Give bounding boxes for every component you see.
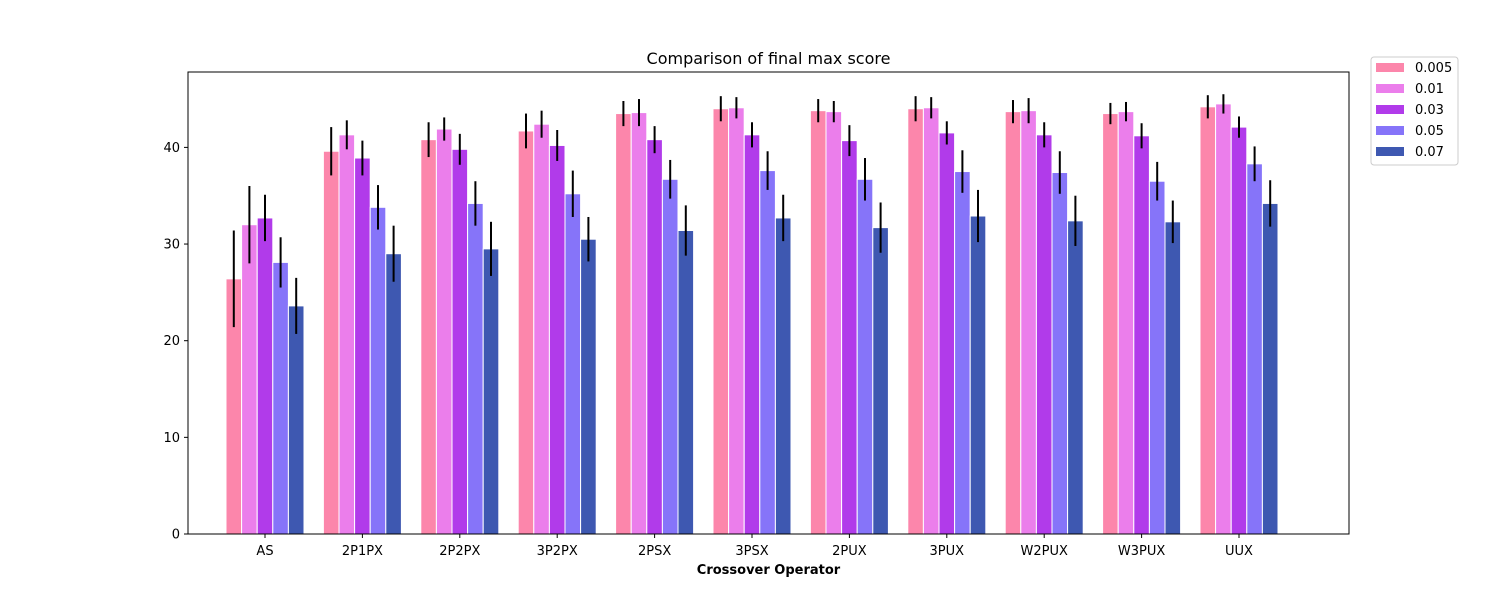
bar-3P2PX-0.05 [564, 193, 582, 535]
legend-label-0.01: 0.01 [1415, 82, 1444, 97]
x-tick-label: 2PUX [832, 544, 867, 559]
bar-2PSX-0.03 [646, 139, 663, 535]
bar-UUX-0.005 [1199, 106, 1217, 535]
bar-2P2PX-0.01 [435, 128, 453, 535]
bar-2P1PX-0.03 [354, 157, 371, 535]
bar-UUX-0.03 [1230, 126, 1248, 535]
bar-W3PUX-0.01 [1117, 111, 1135, 535]
bar-W3PUX-0.07 [1164, 221, 1182, 535]
bar-2P1PX-0.005 [322, 150, 340, 535]
bar-3PUX-0.01 [922, 107, 940, 535]
bar-series-group [225, 103, 1279, 535]
bar-2PUX-0.01 [825, 111, 843, 535]
bar-AS-0.03 [256, 217, 274, 535]
bar-W3PUX-0.03 [1133, 135, 1150, 535]
bar-W2PUX-0.03 [1035, 134, 1053, 535]
bar-3P2PX-0.01 [533, 123, 550, 535]
bar-W3PUX-0.005 [1102, 113, 1119, 535]
y-tick-label: 10 [163, 431, 180, 446]
y-tick-label: 40 [163, 141, 180, 156]
bar-2PUX-0.03 [841, 140, 858, 535]
legend-label-0.005: 0.005 [1415, 61, 1452, 76]
bar-UUX-0.05 [1246, 163, 1263, 535]
bar-3PSX-0.03 [743, 134, 761, 535]
x-tick-label: UUX [1225, 544, 1253, 559]
x-tick-label: W3PUX [1118, 544, 1165, 559]
bar-AS-0.05 [272, 261, 289, 535]
bar-2PUX-0.05 [856, 178, 874, 535]
bar-3PUX-0.03 [938, 132, 956, 535]
legend-swatch-0.01 [1376, 84, 1404, 93]
bar-2PUX-0.07 [872, 227, 889, 535]
y-tick-label: 30 [163, 238, 180, 253]
x-tick-label: 3PSX [735, 544, 768, 559]
bar-AS-0.07 [287, 305, 305, 535]
bar-3PSX-0.01 [728, 107, 745, 535]
bar-3PSX-0.005 [712, 108, 730, 535]
x-tick-label: 2PSX [638, 544, 671, 559]
bar-3PUX-0.07 [969, 215, 987, 535]
bar-UUX-0.07 [1261, 202, 1279, 535]
x-tick-label: 2P2PX [439, 544, 480, 559]
legend-swatch-0.07 [1376, 147, 1404, 156]
bar-3P2PX-0.07 [580, 238, 597, 535]
bar-2P2PX-0.005 [420, 139, 437, 535]
bar-2PUX-0.005 [809, 110, 827, 535]
bar-W2PUX-0.07 [1067, 220, 1084, 535]
bar-2P2PX-0.03 [451, 148, 469, 535]
bar-W2PUX-0.05 [1051, 172, 1069, 535]
bar-2P1PX-0.07 [385, 253, 402, 535]
bar-AS-0.01 [241, 224, 258, 535]
x-tick-label: 2P1PX [342, 544, 383, 559]
bar-2PSX-0.01 [630, 112, 648, 535]
y-tick-label: 0 [172, 528, 180, 543]
bar-UUX-0.01 [1215, 103, 1232, 535]
bar-2P1PX-0.01 [338, 134, 356, 535]
legend-swatch-0.005 [1376, 63, 1404, 72]
bar-2P2PX-0.05 [467, 202, 484, 535]
legend-label-0.03: 0.03 [1415, 103, 1444, 118]
x-axis: AS 2P1PX 2P2PX 3P2PX 2PSX 3PSX 2PUX 3PUX W2PUX W3… [256, 534, 1253, 559]
legend-swatch-0.03 [1376, 105, 1404, 114]
x-tick-label: 3P2PX [537, 544, 578, 559]
bar-2P2PX-0.07 [482, 248, 500, 535]
bar-W2PUX-0.005 [1004, 111, 1022, 535]
bar-3PSX-0.07 [774, 217, 792, 535]
x-axis-label: Crossover Operator [697, 563, 841, 578]
bar-3P2PX-0.005 [517, 130, 535, 535]
bar-W2PUX-0.01 [1020, 110, 1037, 535]
error-bars-group [232, 94, 1272, 334]
x-tick-label: 3PUX [930, 544, 965, 559]
bar-2PSX-0.05 [661, 178, 679, 535]
bar-3PSX-0.05 [759, 170, 776, 535]
bar-3PUX-0.005 [907, 108, 924, 535]
y-tick-label: 20 [163, 334, 180, 349]
bar-3P2PX-0.03 [548, 144, 566, 535]
legend-label-0.05: 0.05 [1415, 124, 1444, 139]
chart-title: Comparison of final max score [647, 49, 891, 68]
bar-2P1PX-0.05 [369, 206, 387, 535]
bar-2PSX-0.07 [677, 230, 695, 535]
y-axis: 0 10 20 30 40 [163, 141, 188, 543]
plot-area-frame [187, 71, 1350, 535]
x-tick-label: W2PUX [1021, 544, 1068, 559]
x-tick-label: AS [256, 544, 273, 559]
legend-label-0.07: 0.07 [1415, 145, 1444, 160]
bar-2PSX-0.005 [615, 113, 632, 535]
bar-W3PUX-0.05 [1148, 180, 1166, 535]
bar-3PUX-0.05 [954, 171, 971, 535]
legend: 0.005 0.01 0.03 0.05 0.07 [1370, 56, 1459, 166]
legend-swatch-0.05 [1376, 126, 1404, 135]
